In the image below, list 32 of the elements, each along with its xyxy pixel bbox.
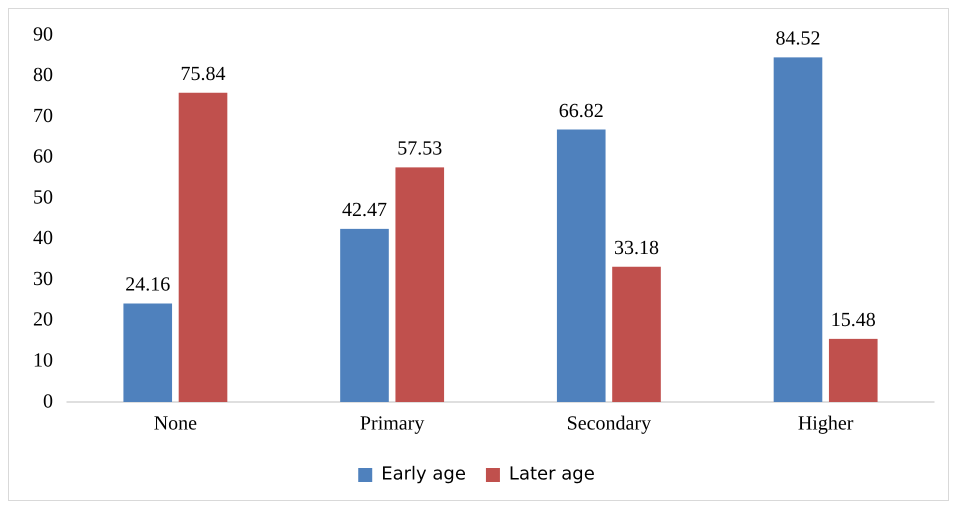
data-label: 15.48 [830,309,876,332]
legend-label: Later age [508,464,595,485]
bar [556,130,606,402]
y-tick-label: 20 [33,308,53,331]
bar [612,266,661,402]
bar [774,57,822,402]
legend-label: Early age [381,464,466,485]
y-tick-label: 50 [33,186,53,208]
data-label: 57.53 [397,138,442,160]
data-label: 84.52 [775,28,820,50]
data-label: 24.16 [125,274,170,296]
y-tick-label: 40 [33,227,53,250]
y-tick-label: 30 [33,268,53,290]
data-label: 66.82 [558,100,604,122]
y-tick-label: 80 [33,64,53,86]
data-label: 75.84 [180,62,226,85]
y-tick-label: 10 [33,349,53,372]
data-label: 33.18 [614,236,660,259]
bar [178,92,228,402]
bar [123,303,172,402]
data-label: 42.47 [342,199,387,222]
x-tick-label: None [154,412,198,434]
y-tick-label: 60 [33,146,53,168]
bar [340,228,389,402]
y-tick-label: 90 [33,23,53,46]
x-tick-label: Primary [360,412,424,434]
y-tick-label: 0 [43,390,53,412]
bar [395,167,444,402]
x-tick-label: Secondary [566,412,652,434]
bar [828,338,878,402]
x-tick-label: Higher [798,412,854,434]
y-tick-label: 70 [33,104,53,127]
